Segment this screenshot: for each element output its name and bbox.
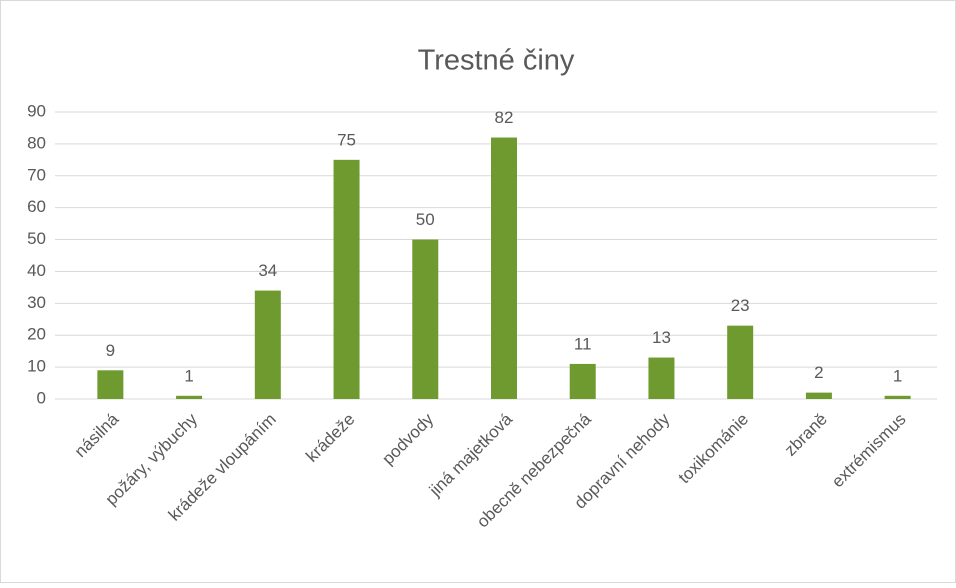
chart-title: Trestné činy [418, 45, 575, 77]
data-label: 9 [106, 341, 115, 360]
y-tick-label: 30 [27, 293, 46, 312]
bar [254, 290, 281, 399]
data-label: 13 [652, 328, 671, 347]
data-label: 75 [337, 130, 356, 149]
data-label: 2 [814, 363, 823, 382]
y-tick-label: 0 [37, 388, 46, 407]
data-label: 11 [574, 334, 592, 353]
bar [569, 363, 596, 399]
bar [97, 370, 124, 399]
y-tick-label: 70 [27, 165, 46, 184]
y-tick-label: 90 [27, 101, 46, 120]
y-tick-label: 10 [27, 357, 46, 376]
bar [176, 395, 203, 399]
data-label: 34 [258, 261, 277, 280]
y-tick-label: 40 [27, 261, 46, 280]
data-label: 82 [495, 108, 514, 127]
bar [648, 357, 675, 399]
y-tick-label: 50 [27, 229, 46, 248]
bar [491, 137, 517, 399]
data-label: 1 [184, 366, 193, 385]
y-tick-label: 20 [27, 325, 46, 344]
bar [412, 239, 439, 399]
bar [333, 159, 360, 399]
data-label: 50 [416, 210, 435, 229]
y-tick-label: 80 [27, 133, 46, 152]
bar [884, 395, 911, 399]
data-label: 1 [893, 366, 902, 385]
bar [805, 392, 832, 399]
y-tick-label: 60 [27, 197, 46, 216]
data-label: 23 [731, 296, 750, 315]
bar [727, 325, 754, 399]
